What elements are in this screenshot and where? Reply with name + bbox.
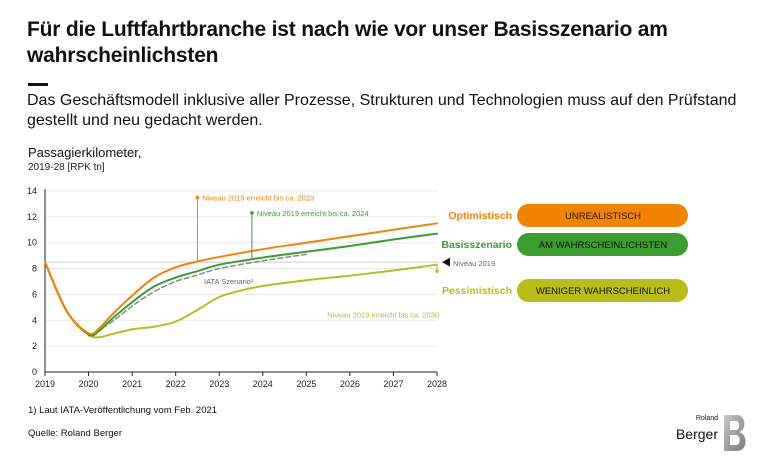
y-tick-label: 4 — [32, 315, 37, 325]
y-tick-label: 12 — [27, 212, 37, 222]
annotation-marker-pessimistic — [435, 269, 439, 273]
annotation-marker-base — [250, 211, 254, 215]
rating-text-pessimistic: WENIGER WAHRSCHEINLICH — [536, 286, 670, 297]
annotation-text-base: Niveau 2019 erreicht bis ca. 2024 — [257, 209, 369, 218]
footnote: 1) Laut IATA-Veröffentlichung vom Feb. 2… — [28, 405, 218, 416]
rating-pill-pessimistic — [517, 279, 688, 302]
chart-unit-sub: 2019-28 [RPK tn] — [28, 162, 105, 173]
x-tick-label: 2021 — [122, 379, 142, 389]
y-tick-label: 6 — [32, 289, 37, 299]
legend-name-base: Basisszenario — [441, 239, 512, 251]
series-line-base — [44, 232, 438, 337]
series-line-pessimistic — [44, 261, 438, 339]
reference-line-label: Niveau 2019 — [453, 259, 495, 268]
roland-berger-logo: Roland Berger — [672, 413, 752, 455]
y-tick-label: 10 — [27, 238, 37, 248]
x-tick-label: 2019 — [35, 379, 55, 389]
legend-name-optimistic: Optimistisch — [448, 210, 512, 222]
x-tick-label: 2027 — [383, 379, 403, 389]
x-tick-label: 2022 — [166, 379, 186, 389]
annotation-text-pessimistic: Niveau 2019 erreicht bis ca. 2030 — [327, 311, 439, 320]
x-tick-label: 2024 — [253, 379, 273, 389]
iata-series-label: IATA Szenario¹ — [204, 277, 254, 286]
source-note: Quelle: Roland Berger — [28, 428, 122, 439]
x-tick-label: 2020 — [79, 379, 99, 389]
x-tick-label: 2028 — [427, 379, 447, 389]
legend-name-pessimistic: Pessimistisch — [442, 285, 512, 297]
annotation-marker-optimistic — [195, 195, 200, 200]
page-subtitle: Das Geschäftsmodell inklusive aller Proz… — [27, 92, 737, 129]
y-tick-label: 2 — [32, 341, 37, 351]
logo-b-mark — [724, 415, 746, 451]
series-line-optimistic — [44, 222, 438, 335]
x-tick-label: 2025 — [296, 379, 316, 389]
y-tick-label: 14 — [27, 186, 37, 196]
rating-pill-base — [517, 233, 688, 256]
series-line-iata — [87, 253, 308, 337]
x-tick-label: 2026 — [340, 379, 360, 389]
reference-arrow-icon — [442, 257, 450, 267]
rating-pill-optimistic — [517, 204, 688, 227]
title-divider — [28, 83, 48, 86]
chart-unit-label: Passagierkilometer, — [28, 145, 142, 160]
x-tick-label: 2023 — [209, 379, 229, 389]
page-title: Für die Luftfahrtbranche ist nach wie vo… — [27, 18, 668, 67]
annotation-text-optimistic: Niveau 2019 erreicht bis ca. 2023 — [202, 193, 314, 202]
y-tick-label: 0 — [32, 367, 37, 377]
y-tick-label: 8 — [32, 264, 37, 274]
rating-text-base: AM WAHRSCHEINLICHSTEN — [539, 240, 668, 251]
scenario-line-chart: 0 2 4 6 8 10 12 14 2019 2020 2021 2022 2023 2024 2025 2… — [27, 186, 688, 389]
rating-text-optimistic: UNREALISTISCH — [565, 211, 641, 222]
logo-top-text: Roland — [695, 415, 718, 422]
logo-main-text: Berger — [675, 426, 718, 442]
